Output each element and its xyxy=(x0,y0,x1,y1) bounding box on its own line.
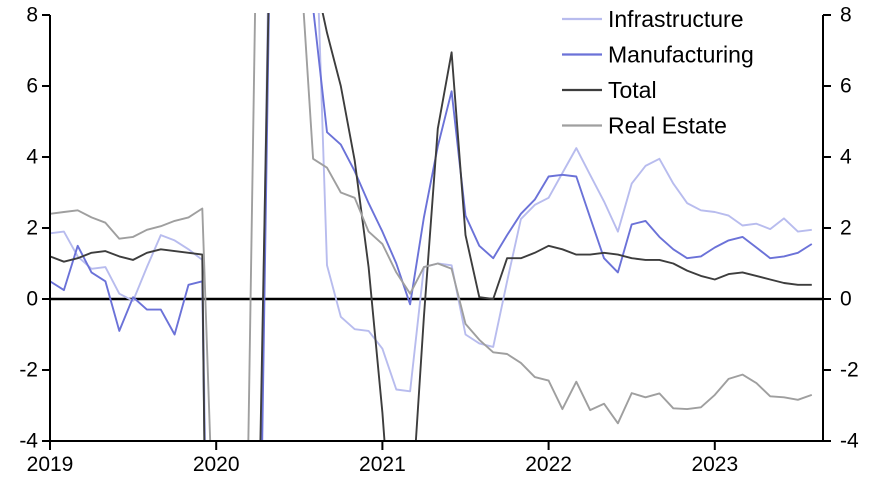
y-tick-label-left: -4 xyxy=(19,430,38,453)
x-tick-label: 2023 xyxy=(691,453,738,476)
series-line-real-estate xyxy=(50,13,813,441)
series-line-total xyxy=(50,13,812,441)
y-tick-label-left: 4 xyxy=(26,146,38,169)
y-tick-label-right: 6 xyxy=(840,75,852,98)
x-tick-label: 2022 xyxy=(525,453,572,476)
series-line-manufacturing xyxy=(50,13,813,441)
legend-label-real-estate: Real Estate xyxy=(608,113,727,139)
y-tick-label-left: 2 xyxy=(26,217,38,240)
y-tick-label-right: -2 xyxy=(840,359,859,382)
legend-label-infrastructure: Infrastructure xyxy=(608,6,744,32)
y-tick-label-right: 0 xyxy=(840,288,852,311)
y-tick-label-right: 2 xyxy=(840,217,852,240)
y-tick-label-right: 4 xyxy=(840,146,852,169)
y-tick-label-right: 8 xyxy=(840,4,852,27)
x-tick-label: 2019 xyxy=(27,453,74,476)
y-tick-label-left: -2 xyxy=(19,359,38,382)
y-tick-label-right: -4 xyxy=(840,430,859,453)
y-tick-label-left: 6 xyxy=(26,75,38,98)
legend-label-manufacturing: Manufacturing xyxy=(608,42,754,68)
plot-area xyxy=(50,13,813,441)
series-line-infrastructure xyxy=(50,13,812,441)
x-tick-label: 2021 xyxy=(359,453,406,476)
legend: Infrastructure Manufacturing Total Real Est… xyxy=(562,6,754,139)
y-tick-label-left: 0 xyxy=(26,288,38,311)
x-tick-label: 2020 xyxy=(193,453,240,476)
y-tick-label-left: 8 xyxy=(26,4,38,27)
legend-label-total: Total xyxy=(608,77,657,103)
